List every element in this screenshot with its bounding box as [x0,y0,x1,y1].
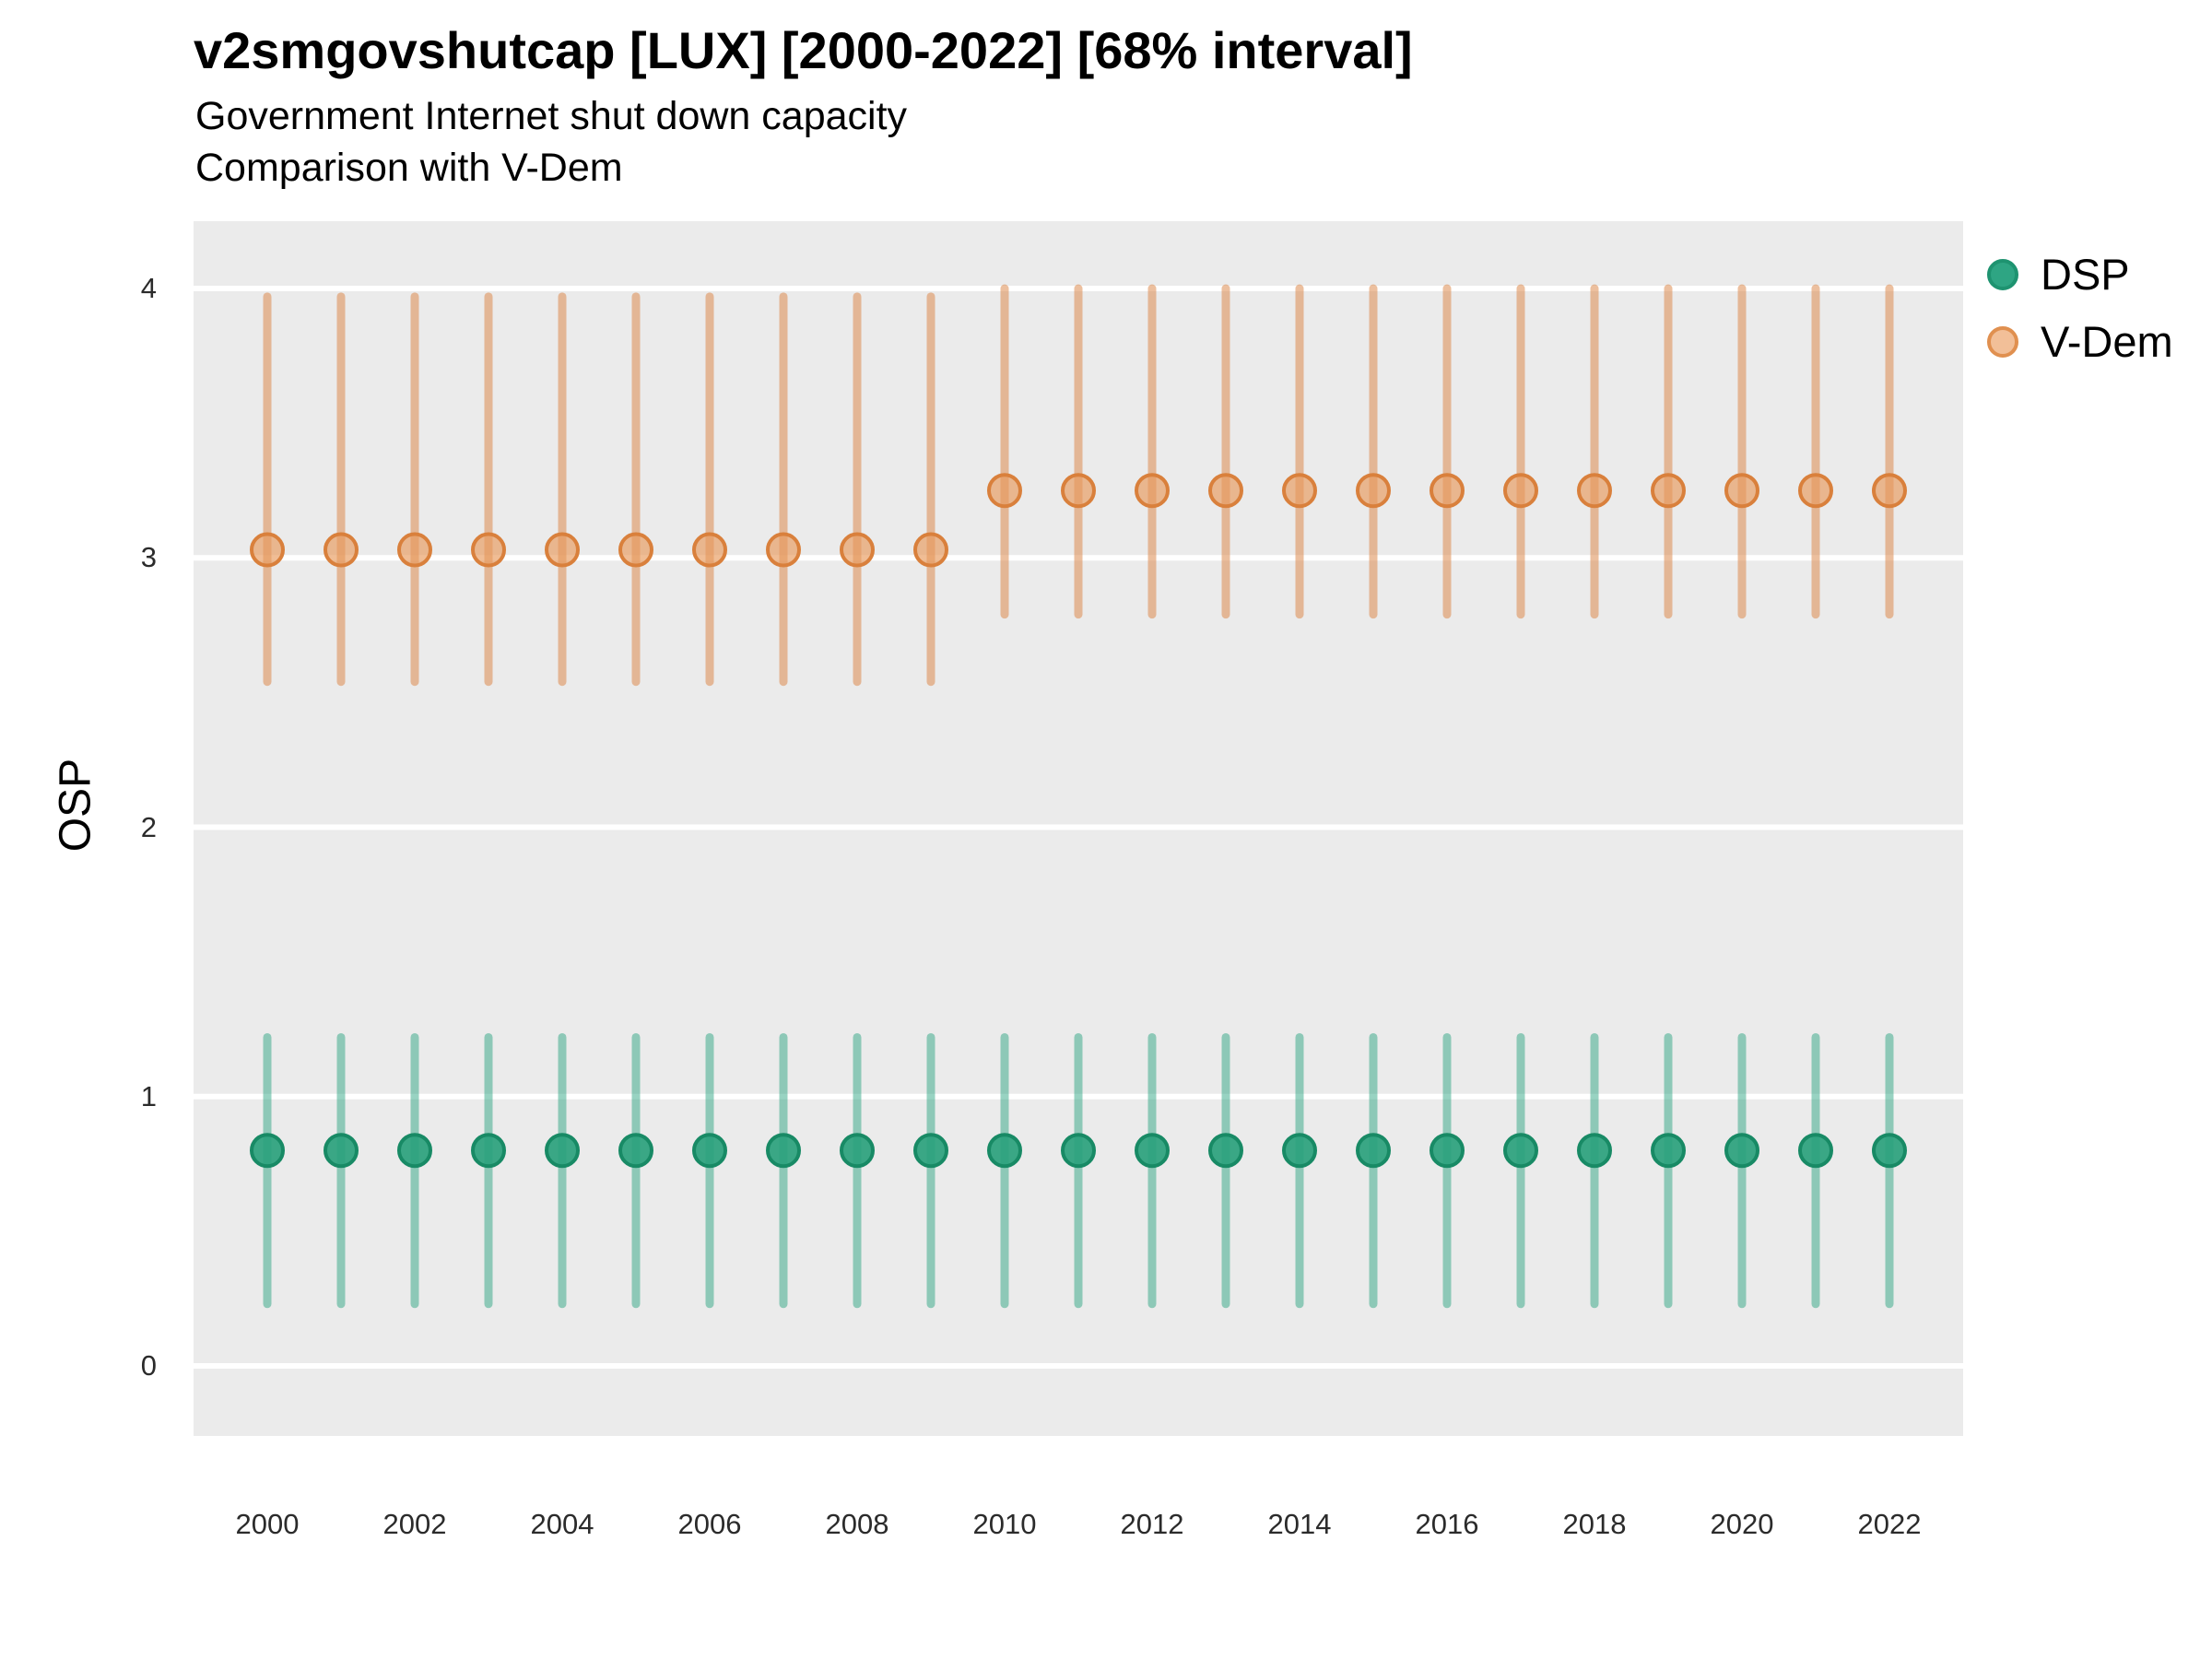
point-estimate-dsp-2013 [1208,1133,1243,1169]
x-tick-label-2006: 2006 [677,1508,742,1540]
x-tick-label-2002: 2002 [382,1508,447,1540]
x-tick-label-2022: 2022 [1857,1508,1922,1540]
x-tick-label-2016: 2016 [1415,1508,1479,1540]
point-estimate-dsp-2010 [987,1133,1022,1169]
x-tick-label-2020: 2020 [1710,1508,1774,1540]
point-estimate-v-dem-2020 [1724,473,1759,509]
point-estimate-dsp-2004 [545,1133,580,1169]
point-estimate-v-dem-2006 [692,532,727,568]
y-tick-label-0: 0 [140,1349,157,1382]
point-estimate-v-dem-2007 [766,532,801,568]
point-estimate-dsp-2020 [1724,1133,1759,1169]
y-tick-label-2: 2 [140,810,157,843]
y-axis-title: OSP [51,758,100,853]
point-estimate-v-dem-2009 [913,532,948,568]
vdem-point-swatch-icon [1987,325,2018,358]
plot-panel [194,221,1963,1436]
x-tick-label-2000: 2000 [235,1508,300,1540]
point-estimate-v-dem-2018 [1577,473,1612,509]
point-estimate-v-dem-2004 [545,532,580,568]
point-estimate-dsp-2000 [250,1133,285,1169]
x-tick-label-2014: 2014 [1267,1508,1332,1540]
point-estimate-v-dem-2001 [324,532,359,568]
point-estimate-dsp-2014 [1282,1133,1317,1169]
point-estimate-dsp-2006 [692,1133,727,1169]
point-estimate-v-dem-2016 [1430,473,1465,509]
legend-item-vdem: V-Dem [1987,316,2173,367]
point-estimate-dsp-2012 [1135,1133,1170,1169]
point-estimate-dsp-2018 [1577,1133,1612,1169]
chart-subtitle: Government Internet shut down capacity [195,94,908,138]
legend: DSP V-Dem [1987,249,2173,367]
dsp-point-swatch-icon [1987,258,2018,290]
point-estimate-v-dem-2019 [1651,473,1686,509]
point-estimate-dsp-2005 [618,1133,653,1169]
point-estimate-v-dem-2012 [1135,473,1170,509]
point-estimate-dsp-2008 [840,1133,875,1169]
legend-label-dsp: DSP [2041,250,2130,299]
point-estimate-dsp-2015 [1356,1133,1391,1169]
point-estimate-v-dem-2015 [1356,473,1391,509]
point-estimate-v-dem-2005 [618,532,653,568]
x-tick-label-2018: 2018 [1562,1508,1627,1540]
point-estimate-v-dem-2003 [471,532,506,568]
chart-subtitle-2: Comparison with V-Dem [195,146,623,190]
y-tick-label-3: 3 [140,541,157,574]
pointrange-chart [194,284,1963,1370]
point-estimate-dsp-2009 [913,1133,948,1169]
legend-item-dsp: DSP [1987,249,2173,300]
point-estimate-v-dem-2017 [1503,473,1538,509]
chart-title: v2smgovshutcap [LUX] [2000-2022] [68% in… [194,21,1413,79]
x-tick-label-2008: 2008 [825,1508,889,1540]
point-estimate-v-dem-2011 [1061,473,1096,509]
point-estimate-dsp-2016 [1430,1133,1465,1169]
point-estimate-dsp-2021 [1798,1133,1833,1169]
point-estimate-v-dem-2021 [1798,473,1833,509]
y-tick-label-1: 1 [140,1079,157,1112]
point-estimate-v-dem-2013 [1208,473,1243,509]
point-estimate-dsp-2002 [397,1133,432,1169]
point-estimate-dsp-2003 [471,1133,506,1169]
point-estimate-v-dem-2014 [1282,473,1317,509]
point-estimate-dsp-2011 [1061,1133,1096,1169]
point-estimate-v-dem-2008 [840,532,875,568]
point-estimate-dsp-2007 [766,1133,801,1169]
point-estimate-dsp-2019 [1651,1133,1686,1169]
x-tick-label-2012: 2012 [1120,1508,1184,1540]
point-estimate-v-dem-2000 [250,532,285,568]
point-estimate-dsp-2017 [1503,1133,1538,1169]
y-tick-label-4: 4 [140,272,157,305]
x-tick-label-2010: 2010 [972,1508,1037,1540]
legend-label-vdem: V-Dem [2041,317,2173,366]
x-tick-label-2004: 2004 [530,1508,594,1540]
point-estimate-v-dem-2022 [1872,473,1907,509]
point-estimate-dsp-2022 [1872,1133,1907,1169]
point-estimate-v-dem-2002 [397,532,432,568]
point-estimate-v-dem-2010 [987,473,1022,509]
point-estimate-dsp-2001 [324,1133,359,1169]
